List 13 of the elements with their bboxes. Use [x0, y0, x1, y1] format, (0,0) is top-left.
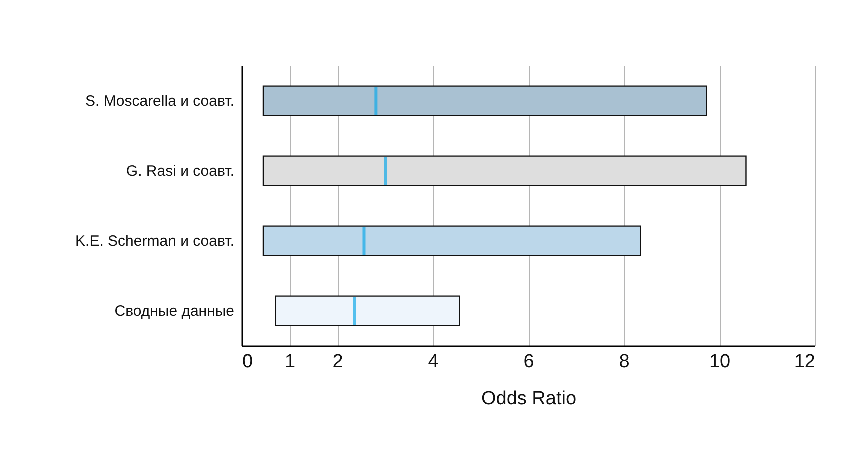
x-tick-label: 1	[284, 352, 296, 372]
y-tick-label: G. Rasi и соавт.	[126, 163, 234, 180]
y-tick-label: S. Moscarella и соавт.	[86, 93, 234, 110]
y-tick-label: K.E. Scherman и соавт.	[76, 233, 234, 250]
y-tick-label: Сводные данные	[114, 303, 234, 320]
x-tick-label: 8	[619, 352, 630, 372]
x-tick-label: 6	[524, 352, 534, 372]
x-tick-label: 4	[428, 352, 440, 372]
x-tick-label: 10	[709, 352, 731, 372]
x-tick-label: 2	[332, 352, 344, 372]
x-tick-label: 12	[794, 352, 816, 372]
x-tick-label: 0	[242, 352, 254, 372]
x-axis-title: Odds Ratio	[481, 388, 577, 410]
